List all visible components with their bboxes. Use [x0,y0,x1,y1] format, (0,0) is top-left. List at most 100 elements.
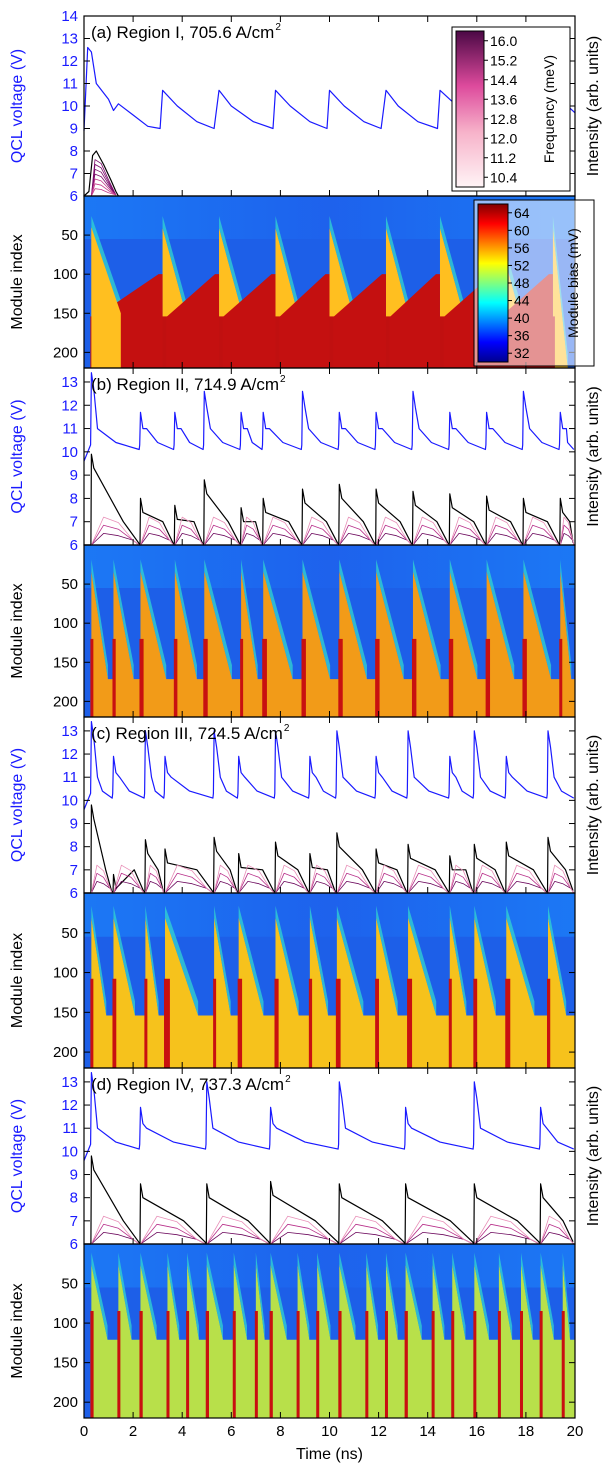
bias-front [112,978,117,1068]
bias-edge [145,905,159,1016]
bias-wedge [233,1264,256,1418]
bias-edge [376,905,398,1016]
voltage-tick-label: 8 [70,1190,78,1207]
module-tick-label: 100 [53,1315,78,1332]
panel-title-sup: 2 [284,723,290,734]
freq-trace [338,1215,405,1245]
panel-title-d: (d) Region IV, 737.3 A/cm [91,1075,284,1094]
voltage-tick-label: 9 [70,816,78,833]
bias-front [338,1310,342,1418]
bias-edge [174,559,197,680]
freq-trace [375,864,408,894]
bias-domain [333,274,386,368]
bias-edge [560,559,572,680]
time-tick-label: 6 [227,1423,235,1440]
heatmap-band-d [84,1244,575,1288]
voltage-tick-label: 13 [61,723,78,740]
voltage-tick-label: 13 [61,1074,78,1091]
bias-edge [241,559,258,680]
freq-trace [540,1215,575,1245]
bias-wedge [118,1264,141,1418]
bias-edge [255,1252,265,1340]
voltage-tick-label: 11 [62,1120,78,1137]
module-tick-label: 200 [53,344,78,361]
cbar-tick-label: 56 [514,240,530,256]
bias-edge [562,1252,571,1340]
bias-wedge [263,571,303,717]
voltage-axis-label: QCL voltage (V) [9,748,26,862]
bias-wedge [560,571,575,717]
bias-front [451,1310,455,1418]
module-bias-colorbar-bar [477,203,509,363]
bias-wedge [366,1264,386,1418]
bias-edge [206,1252,223,1340]
bias-edge [449,905,467,1016]
cbar-tick-label: 10.4 [490,169,517,185]
bias-edge [187,1252,199,1340]
bias-wedge [376,917,409,1068]
bias-edge [474,905,496,1016]
voltage-tick-label: 6 [70,537,78,554]
bias-front [328,316,336,368]
freq-trace [547,864,575,894]
bias-front [173,638,178,717]
cbar-tick-label: 64 [514,205,530,221]
module-tick-label: 200 [53,693,78,710]
voltage-tick-label: 7 [70,514,78,531]
module-tick-label: 100 [53,965,78,982]
bias-wedge [452,1264,475,1418]
bias-edge [523,559,552,680]
voltage-tick-label: 8 [70,839,78,856]
bias-wedge [474,1264,499,1418]
voltage-tick-label: 9 [70,1167,78,1184]
freq-trace [275,864,309,894]
bias-edge [366,1252,379,1340]
bias-front [384,1310,388,1418]
bias-front [505,978,511,1068]
module-axis-label: Module index [9,234,26,329]
bias-front [473,1310,477,1418]
bias-domain [279,274,330,368]
module-tick-label: 200 [53,1044,78,1061]
voltage-tick-label: 10 [61,98,78,115]
bias-wedge [376,571,413,717]
freq-trace [523,516,560,546]
bias-edge [167,1252,180,1340]
voltage-axis-label: QCL voltage (V) [9,49,26,163]
bias-domain [222,274,276,368]
bias-front [186,1310,190,1418]
intensity-axis-label: Intensity (arb. units) [585,1086,602,1227]
intensity-axis-label: Intensity (arb. units) [585,735,602,876]
freq-trace [302,516,339,546]
bias-edge [385,1252,398,1340]
bias-front [112,638,116,717]
freq-trace [270,1215,339,1245]
bias-wedge [498,1264,521,1418]
bias-front [139,638,144,717]
bias-wedge [187,1264,207,1418]
bias-wedge [405,1264,433,1418]
voltage-tick-label: 9 [70,467,78,484]
voltage-tick-label: 11 [62,769,78,786]
bias-front [90,1310,94,1418]
cbar-tick-label: 36 [514,328,530,344]
bias-front [316,1310,320,1418]
frequency-colorbar-label: Frequency (meV) [541,55,557,163]
bias-front [384,316,392,368]
bias-front [161,316,169,368]
bias-wedge [297,1264,318,1418]
voltage-tick-label: 12 [61,746,78,763]
time-axis-label: Time (ns) [296,1446,363,1463]
bias-front [254,1310,258,1418]
bias-wedge [238,917,276,1068]
bias-front [274,316,281,368]
bias-wedge [91,1264,119,1418]
module-tick-label: 50 [61,576,78,593]
freq-trace [164,864,214,894]
freq-trace [140,1215,206,1245]
bias-wedge [174,571,205,717]
voltage-trace-d [83,1072,575,1161]
bias-edge [113,905,136,1016]
freq-trace [91,1215,140,1245]
voltage-panel-frame-d [83,1067,576,1245]
